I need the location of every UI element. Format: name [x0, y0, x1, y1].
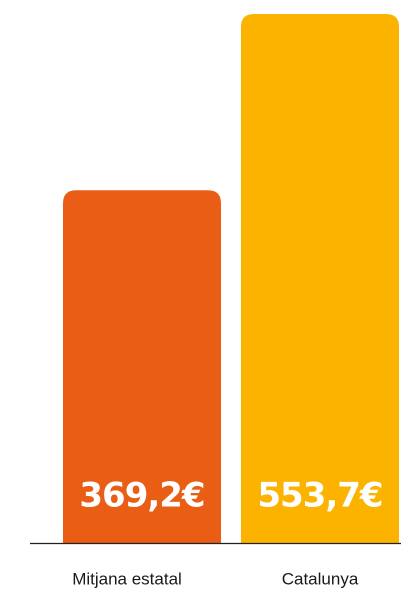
x-tick-label: Catalunya — [282, 569, 359, 588]
value-label: 553,7€ — [257, 476, 382, 516]
value-label: 369,2€ — [79, 476, 204, 516]
bar — [63, 190, 221, 543]
bar — [241, 14, 399, 543]
x-tick-label: Mitjana estatal — [72, 569, 182, 588]
